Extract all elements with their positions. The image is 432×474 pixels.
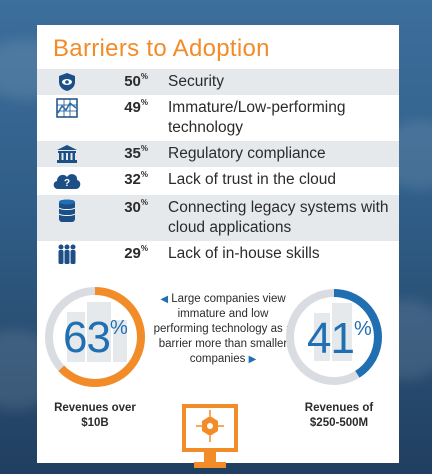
list-item: 50% Security xyxy=(37,69,399,95)
barrier-percent: 35 xyxy=(124,145,141,162)
percent-sign: % xyxy=(140,170,148,179)
list-item: ? 32% Lack of trust in the cloud xyxy=(37,167,399,195)
buildings-icon xyxy=(67,302,127,362)
performance-chart-icon xyxy=(48,95,86,118)
gauge-arc-large xyxy=(45,287,145,387)
left-triangle-icon: ◀ xyxy=(160,294,169,305)
database-icon xyxy=(48,195,86,224)
gauge-arc-small xyxy=(286,289,382,385)
people-icon xyxy=(48,241,86,266)
gauge-value-large: 63 xyxy=(63,313,111,362)
government-building-icon xyxy=(48,141,86,164)
barrier-percent: 29 xyxy=(124,245,141,262)
barrier-label: Security xyxy=(168,73,224,90)
percent-sign: % xyxy=(109,317,128,339)
comparison-text: Large companies view immature and low pe… xyxy=(153,293,293,365)
buildings-icon xyxy=(314,303,352,361)
question-cloud-icon: ? xyxy=(48,167,86,190)
barrier-list: 50% Security 49% Immature/Low-performing… xyxy=(37,69,399,269)
gauge-value-small: 41 xyxy=(307,314,355,363)
percent-sign: % xyxy=(140,98,148,107)
small-companies-gauge xyxy=(286,289,382,385)
list-item: 49% Immature/Low-performing technology xyxy=(37,95,399,141)
gauge-caption-small: Revenues of $250-500M xyxy=(304,402,374,429)
percent-sign: % xyxy=(140,144,148,153)
right-triangle-icon: ▶ xyxy=(248,354,257,365)
percent-sign: % xyxy=(140,244,148,253)
network-hub-icon xyxy=(196,410,224,442)
barrier-percent: 30 xyxy=(124,199,141,216)
barrier-label: Connecting legacy systems with cloud app… xyxy=(168,199,389,236)
page-title: Barriers to Adoption xyxy=(53,35,270,62)
list-item: 35% Regulatory compliance xyxy=(37,141,399,167)
barrier-label: Lack of in-house skills xyxy=(168,245,320,262)
percent-sign: % xyxy=(353,318,372,340)
barrier-percent: 32 xyxy=(124,171,141,188)
large-companies-gauge xyxy=(45,287,145,387)
list-item: 30% Connecting legacy systems with cloud… xyxy=(37,195,399,241)
infographic-card: Barriers to Adoption 50% Security xyxy=(37,25,399,463)
monitor-icon xyxy=(182,404,238,468)
shield-icon xyxy=(48,69,86,92)
barrier-percent: 50 xyxy=(124,73,141,90)
barrier-label: Immature/Low-performing technology xyxy=(168,99,346,136)
percent-sign: % xyxy=(140,72,148,81)
barrier-label: Lack of trust in the cloud xyxy=(168,171,337,188)
gauge-caption-large: Revenues over $10B xyxy=(54,402,136,429)
percent-sign: % xyxy=(140,198,148,207)
barrier-percent: 49 xyxy=(124,99,141,116)
list-item: 29% Lack of in-house skills xyxy=(37,241,399,269)
svg-text:?: ? xyxy=(64,178,70,189)
barrier-label: Regulatory compliance xyxy=(168,145,326,162)
